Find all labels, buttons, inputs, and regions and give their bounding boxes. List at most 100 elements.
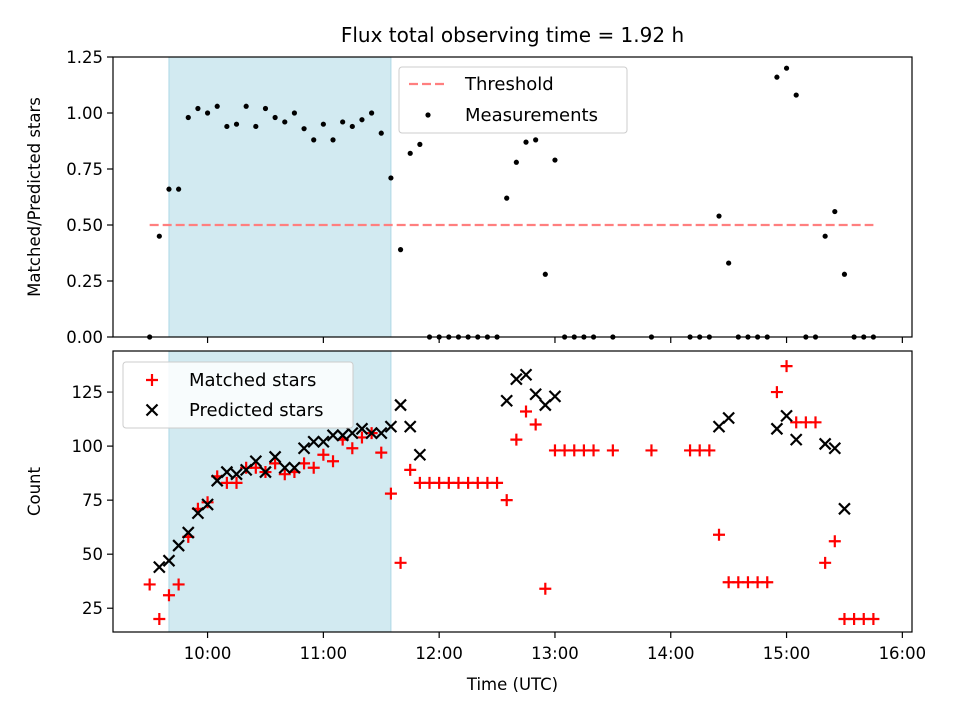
shaded-region [168, 56, 392, 338]
matched-star-point [307, 461, 320, 474]
predicted-star-point [181, 526, 195, 539]
y-tick-label: 125 [72, 383, 104, 402]
matched-star-point [278, 468, 291, 481]
y-tick-label: 25 [82, 599, 103, 618]
measurement-point [204, 110, 211, 116]
matched-star-point [172, 578, 185, 591]
y-tick-label: 0.25 [66, 272, 103, 291]
predicted-star-point [394, 398, 407, 412]
matched-star-point [404, 463, 417, 476]
measurement-point [774, 74, 780, 80]
legend-label: Threshold [464, 74, 554, 95]
predicted-star-point [770, 422, 784, 436]
measurement-point [513, 159, 519, 165]
matched-star-point [539, 582, 552, 595]
matched-star-point [153, 613, 166, 626]
predicted-star-point [317, 435, 330, 449]
measurement-point [832, 208, 838, 215]
plot-frame [112, 350, 913, 633]
measurement-point [253, 123, 259, 130]
x-tick-label: 14:00 [647, 644, 695, 663]
matched-star-point [809, 416, 822, 429]
measurement-point [417, 141, 423, 147]
measurement-point [233, 121, 240, 127]
measurement-point [542, 271, 548, 277]
matched-star-point [520, 405, 533, 418]
predicted-star-point [307, 435, 320, 449]
predicted-star-point [780, 409, 793, 423]
legend-swatch [425, 112, 431, 118]
y-tick-label: 1.25 [66, 48, 103, 67]
measurement-point [533, 137, 539, 143]
matched-star-point [384, 487, 397, 500]
x-tick-label: 15:00 [763, 644, 811, 663]
x-tick-label: 11:00 [300, 644, 348, 663]
measurement-point [282, 119, 288, 125]
matched-star-point [828, 535, 841, 548]
predicted-star-point [413, 448, 427, 462]
predicted-star-point [519, 368, 533, 382]
measurement-point [349, 123, 355, 130]
predicted-star-point [346, 426, 359, 440]
measurement-point [397, 247, 404, 253]
matched-star-point [819, 556, 832, 569]
measurement-point [552, 157, 558, 163]
predicted-star-point [529, 387, 542, 401]
measurement-point [272, 114, 278, 121]
measurement-point [407, 150, 413, 156]
predicted-star-point [403, 420, 417, 433]
matched-star-point [529, 418, 542, 431]
y-tick-label: 1.00 [66, 104, 103, 123]
measurement-point [301, 126, 307, 132]
predicted-star-point [818, 437, 832, 451]
x-tick-label: 10:00 [184, 644, 232, 663]
predicted-star-point [249, 454, 263, 468]
measurement-point [214, 103, 220, 109]
x-tick-label: 16:00 [879, 644, 927, 663]
measurement-point [320, 121, 326, 127]
predicted-star-point [384, 420, 398, 433]
predicted-star-point [172, 539, 185, 552]
matched-star-point [162, 589, 175, 602]
matched-star-point [761, 576, 774, 589]
matched-star-point [500, 494, 513, 507]
y-tick-label: 100 [72, 437, 104, 456]
measurement-point [726, 260, 732, 266]
matched-star-point [394, 556, 407, 569]
matched-star-point [230, 476, 243, 489]
predicted-star-point [288, 461, 301, 475]
y-tick-label: 0.50 [66, 216, 103, 235]
matched-star-point [201, 496, 214, 509]
measurement-point [369, 110, 375, 116]
predicted-star-point [722, 411, 735, 425]
predicted-star-point [201, 498, 214, 511]
matched-star-point [770, 386, 783, 399]
matched-star-point [346, 442, 359, 455]
predicted-star-point [828, 441, 842, 455]
predicted-star-point [326, 429, 340, 442]
y-axis-label: Matched/Predicted stars [25, 97, 44, 297]
predicted-star-point [268, 450, 282, 464]
legend-swatch [146, 374, 158, 386]
predicted-star-point [336, 429, 349, 442]
measurement-point [340, 119, 346, 125]
predicted-star-point [789, 433, 803, 446]
legend-swatch [145, 403, 159, 417]
predicted-star-point [374, 426, 388, 440]
measurement-point [262, 105, 269, 112]
matched-star-point [713, 528, 726, 541]
measurement-point [243, 103, 249, 109]
measurement-point [185, 114, 191, 121]
predicted-star-point [153, 560, 166, 574]
predicted-star-point [548, 390, 562, 403]
y-tick-label: 50 [82, 545, 103, 564]
y-tick-label: 75 [82, 491, 103, 510]
x-axis-label: Time (UTC) [466, 675, 558, 694]
legend-label: Measurements [465, 105, 598, 126]
matched-star-point [375, 446, 388, 459]
measurement-point [523, 139, 529, 145]
measurement-point [793, 92, 799, 98]
plot-frame [112, 56, 913, 338]
